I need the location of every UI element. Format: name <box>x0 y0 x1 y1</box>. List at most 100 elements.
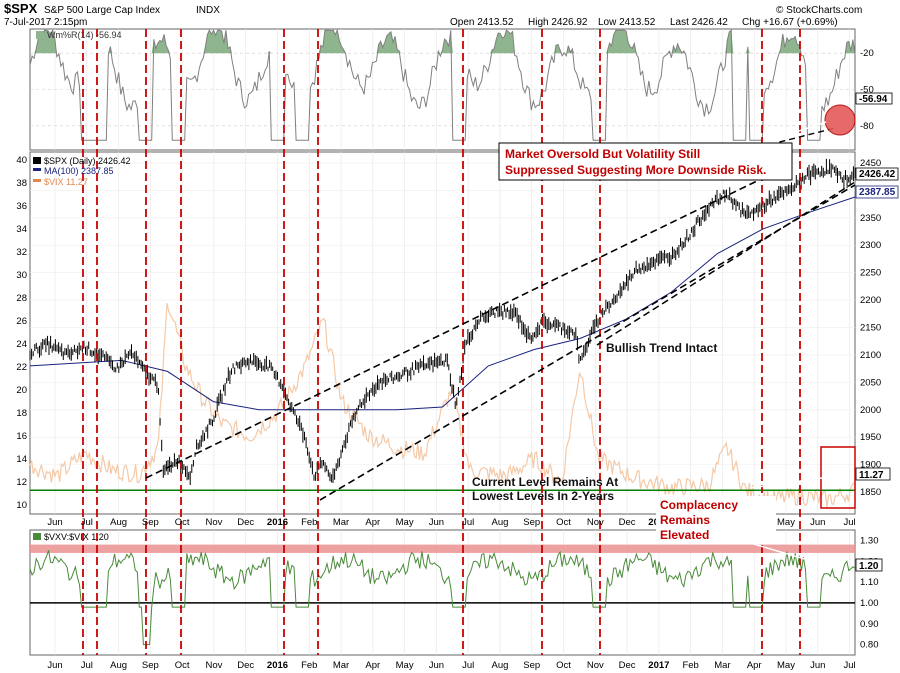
price-tick-label: 2300 <box>860 240 881 251</box>
x-axis-label: Nov <box>587 660 604 671</box>
vix-tick-label: 20 <box>16 385 27 396</box>
williams-tick-label: -20 <box>860 48 874 59</box>
price-tick-label: 1900 <box>860 460 881 471</box>
x-axis-label: Dec <box>619 517 636 528</box>
x-axis-label: Apr <box>747 660 762 671</box>
williams-swatch <box>36 31 44 39</box>
trend-label: Bullish Trend Intact <box>606 341 717 355</box>
x-axis-label: May <box>396 660 414 671</box>
x-axis-label: Jul <box>81 517 93 528</box>
spx-legend: $SPX (Daily) 2426.42 <box>44 156 131 166</box>
exchange-label: INDX <box>196 5 220 16</box>
ratio-line <box>29 550 856 646</box>
complacency-pointer-2 <box>739 539 843 571</box>
vix-tick-label: 30 <box>16 270 27 281</box>
oversold-box <box>498 142 793 181</box>
change-value: Chg +16.67 (+0.69%) <box>742 17 838 28</box>
x-axis-label: Oct <box>175 660 190 671</box>
x-axis-label: Jun <box>429 660 444 671</box>
spx-swatch <box>33 157 41 164</box>
low-value: Low 2413.52 <box>598 17 656 28</box>
complacency-callout: Complacency Remains Elevated <box>656 446 856 571</box>
x-axis-label: Mar <box>333 517 349 528</box>
x-axis-label: Dec <box>619 660 636 671</box>
price-tick-label: 2000 <box>860 405 881 416</box>
price-tick-label: 1850 <box>860 487 881 498</box>
oversold-line-1: Market Oversold But Volatility Still <box>505 147 700 161</box>
price-last-frame <box>855 167 899 181</box>
ratio-title: $VXV:$VIX 1.20 <box>44 532 109 542</box>
ma-last-box: 2387.85 <box>855 185 899 199</box>
vix-last-frame <box>855 467 891 481</box>
x-axis-label: Jul <box>843 660 855 671</box>
vix-tick-label: 18 <box>16 408 27 419</box>
price-bars <box>29 158 856 485</box>
williams-tick-label: -80 <box>860 121 874 132</box>
x-axis-label: Oct <box>556 517 571 528</box>
ma-last-frame <box>855 185 899 199</box>
x-axis-label: Mar <box>714 660 730 671</box>
x-axis-label: Jun <box>810 660 825 671</box>
x-axis-label: Aug <box>492 517 509 528</box>
trend-line <box>596 181 856 346</box>
williams-line <box>29 28 856 141</box>
x-axis-label: Jun <box>47 517 62 528</box>
complacency-line-2: Remains <box>660 513 710 527</box>
complacency-line-1: Complacency <box>660 498 738 512</box>
price-tick-label: 2050 <box>860 377 881 388</box>
x-axis-label: Apr <box>365 660 380 671</box>
x-axis-label: Jun <box>47 660 62 671</box>
price-plot <box>29 158 856 485</box>
x-axis-label: Dec <box>237 660 254 671</box>
price-last-value: 2426.42 <box>859 169 896 180</box>
last-value: Last 2426.42 <box>670 17 728 28</box>
ratio-legend: $VXV:$VIX 1.20 <box>33 532 109 542</box>
vix-last-value: 11.27 <box>859 470 884 481</box>
price-tick-label: 2150 <box>860 323 881 334</box>
x-axis-label: Nov <box>587 517 604 528</box>
ratio-tick-label: 0.90 <box>860 619 879 630</box>
price-tick-label: 2450 <box>860 158 881 169</box>
williams-title: Wm%R(14) -56.94 <box>47 30 122 40</box>
chart-header: $SPX S&P 500 Large Cap Index INDX 7-Jul-… <box>4 1 862 28</box>
ratio-tick-label: 1.00 <box>860 598 879 609</box>
credit-label: © StockCharts.com <box>776 5 862 16</box>
x-axis-label: May <box>777 517 795 528</box>
x-axis-label: Aug <box>110 660 127 671</box>
x-axis-label: Jul <box>462 660 474 671</box>
vix-tick-label: 32 <box>16 247 27 258</box>
vix-tick-label: 28 <box>16 293 27 304</box>
ratio-swatch <box>33 533 41 540</box>
x-axis-label: Oct <box>175 517 190 528</box>
vix-tick-label: 10 <box>16 500 27 511</box>
trend-line <box>145 180 758 479</box>
oversold-line-2: Suppressed Suggesting More Downside Risk… <box>505 163 766 177</box>
vix-level-line-1: Current Level Remains At <box>472 475 618 489</box>
oversold-circle-marker <box>824 104 856 136</box>
williams-tick-label: -50 <box>860 85 874 96</box>
x-axis-label: Feb <box>301 660 317 671</box>
x-axis-label: Jun <box>810 517 825 528</box>
x-axis-label: Sep <box>523 660 540 671</box>
price-legend: $SPX (Daily) 2426.42 MA(100) 2387.85 $VI… <box>33 156 131 187</box>
datetime-label: 7-Jul-2017 2:15pm <box>4 17 87 28</box>
vix-swatch <box>33 179 41 182</box>
x-axis-label: Sep <box>142 517 159 528</box>
oversold-callout: Market Oversold But Volatility Still Sup… <box>498 104 856 181</box>
x-axis-label: Jul <box>81 660 93 671</box>
high-value: High 2426.92 <box>528 17 588 28</box>
complacency-pointer-1 <box>749 477 823 489</box>
x-axis-label: Aug <box>492 660 509 671</box>
ratio-tick-label: 1.30 <box>860 535 879 546</box>
wr-last-box: -56.94 <box>855 92 893 105</box>
price-tick-label: 2100 <box>860 350 881 361</box>
price-tick-label: 1950 <box>860 432 881 443</box>
x-axis-label: 2016 <box>267 517 288 528</box>
x-axis-label: Dec <box>237 517 254 528</box>
price-tick-label: 2200 <box>860 295 881 306</box>
x-axis-label: Jun <box>429 517 444 528</box>
x-axis-label: 2016 <box>267 660 288 671</box>
vix-tick-label: 14 <box>16 454 27 465</box>
ma-legend: MA(100) 2387.85 <box>44 166 114 176</box>
wr-last-frame <box>855 92 893 105</box>
